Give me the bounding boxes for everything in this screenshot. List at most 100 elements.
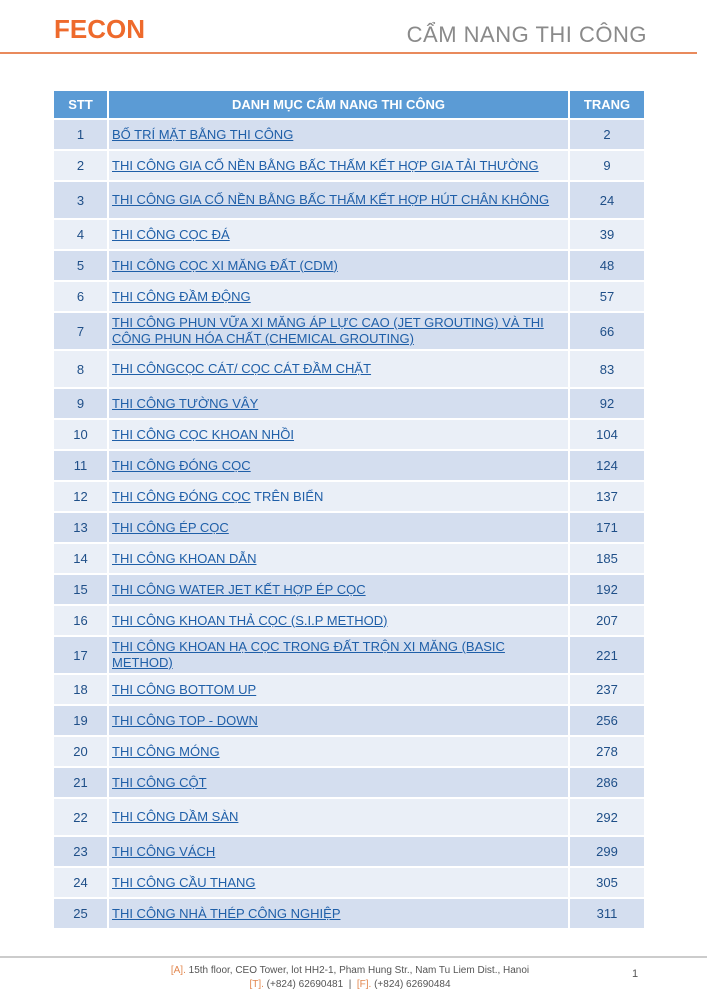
- row-stt: 9: [54, 389, 107, 418]
- row-title-cell: THI CÔNG GIA CỐ NỀN BẰNG BẤC THẤM KẾT HỢ…: [109, 151, 568, 180]
- row-page: 83: [570, 351, 644, 387]
- row-stt: 25: [54, 899, 107, 928]
- table-row: 11 THI CÔNG ĐÓNG CỌC 124: [54, 451, 644, 480]
- footer: [A]. 15th floor, CEO Tower, lot HH2-1, P…: [150, 964, 550, 992]
- row-stt: 1: [54, 120, 107, 149]
- toc-link[interactable]: THI CÔNG NHÀ THÉP CÔNG NGHIỆP: [112, 905, 341, 921]
- row-page: 48: [570, 251, 644, 280]
- toc-link[interactable]: THI CÔNG TƯỜNG VÂY: [112, 395, 259, 411]
- table-row: 25 THI CÔNG NHÀ THÉP CÔNG NGHIỆP 311: [54, 899, 644, 928]
- row-stt: 6: [54, 282, 107, 311]
- row-page: 104: [570, 420, 644, 449]
- toc-link[interactable]: THI CÔNG VÁCH: [112, 843, 216, 859]
- row-title-cell: THI CÔNG KHOAN THẢ CỌC (S.I.P METHOD): [109, 606, 568, 635]
- row-page: 192: [570, 575, 644, 604]
- toc-link[interactable]: THI CÔNG CẦU THANG: [112, 874, 256, 890]
- col-header-title: DANH MỤC CẨM NANG THI CÔNG: [109, 91, 568, 118]
- row-title-cell: THI CÔNG ĐẦM ĐỘNG: [109, 282, 568, 311]
- row-title-cell: THI CÔNG PHUN VỮA XI MĂNG ÁP LỰC CAO (JE…: [109, 313, 568, 349]
- table-row: 5 THI CÔNG CỌC XI MĂNG ĐẤT (CDM) 48: [54, 251, 644, 280]
- row-stt: 22: [54, 799, 107, 835]
- toc-link[interactable]: THI CÔNG ĐẦM ĐỘNG: [112, 288, 251, 304]
- row-title-cell: THI CÔNG CỌC XI MĂNG ĐẤT (CDM): [109, 251, 568, 280]
- row-stt: 13: [54, 513, 107, 542]
- toc-link[interactable]: BỐ TRÍ MẶT BẰNG THI CÔNG: [112, 126, 294, 142]
- table-row: 12 THI CÔNG ĐÓNG CỌC TRÊN BIỂN 137: [54, 482, 644, 511]
- row-title-cell: THI CÔNG MÓNG: [109, 737, 568, 766]
- toc-link[interactable]: THI CÔNG MÓNG: [112, 743, 220, 759]
- toc-link[interactable]: THI CÔNG TOP - DOWN: [112, 712, 258, 728]
- toc-link[interactable]: THI CÔNG CỌC ĐÁ: [112, 226, 230, 242]
- row-title-cell: THI CÔNG TOP - DOWN: [109, 706, 568, 735]
- row-title-cell: THI CÔNG CỌC KHOAN NHỒI: [109, 420, 568, 449]
- row-page: 185: [570, 544, 644, 573]
- row-title-cell: THI CÔNG VÁCH: [109, 837, 568, 866]
- toc-link[interactable]: THI CÔNG ĐÓNG CỌC: [112, 457, 251, 473]
- toc-link[interactable]: THI CÔNG BOTTOM UP: [112, 681, 257, 697]
- col-header-page: TRANG: [570, 91, 644, 118]
- toc-link[interactable]: THI CÔNGCỌC CÁT/ CỌC CÁT ĐẦM CHẶT: [112, 361, 372, 376]
- header-divider: [0, 52, 697, 54]
- row-title-cell: THI CÔNG ÉP CỌC: [109, 513, 568, 542]
- row-stt: 5: [54, 251, 107, 280]
- row-title-cell: THI CÔNG NHÀ THÉP CÔNG NGHIỆP: [109, 899, 568, 928]
- row-title-cell: THI CÔNG KHOAN HẠ CỌC TRONG ĐẤT TRỘN XI …: [109, 637, 568, 673]
- toc-link[interactable]: THI CÔNG CỌC XI MĂNG ĐẤT (CDM): [112, 257, 338, 273]
- tel: (+824) 62690481: [263, 979, 344, 990]
- table-row: 1 BỐ TRÍ MẶT BẰNG THI CÔNG 2: [54, 120, 644, 149]
- toc-link[interactable]: THI CÔNG KHOAN THẢ CỌC (S.I.P METHOD): [112, 612, 388, 628]
- fax-label: [F].: [356, 979, 372, 990]
- footer-divider: [0, 956, 707, 958]
- row-page: 39: [570, 220, 644, 249]
- table-row: 7 THI CÔNG PHUN VỮA XI MĂNG ÁP LỰC CAO (J…: [54, 313, 644, 349]
- row-stt: 14: [54, 544, 107, 573]
- table-row: 16 THI CÔNG KHOAN THẢ CỌC (S.I.P METHOD) 2…: [54, 606, 644, 635]
- row-title-cell: THI CÔNG BOTTOM UP: [109, 675, 568, 704]
- tel-label: [T].: [249, 979, 264, 990]
- table-row: 20 THI CÔNG MÓNG 278: [54, 737, 644, 766]
- row-stt: 17: [54, 637, 107, 673]
- row-page: 171: [570, 513, 644, 542]
- toc-link[interactable]: THI CÔNG GIA CỐ NỀN BẰNG BẤC THẤM KẾT HỢ…: [112, 192, 550, 207]
- row-title-cell: BỐ TRÍ MẶT BẰNG THI CÔNG: [109, 120, 568, 149]
- row-page: 57: [570, 282, 644, 311]
- table-row: 14 THI CÔNG KHOAN DẪN 185: [54, 544, 644, 573]
- table-row: 24 THI CÔNG CẦU THANG 305: [54, 868, 644, 897]
- toc-table: STT DANH MỤC CẨM NANG THI CÔNG TRANG 1 BỐ…: [52, 89, 646, 930]
- toc-link[interactable]: THI CÔNG CỌC KHOAN NHỒI: [112, 426, 295, 442]
- table-row: 18 THI CÔNG BOTTOM UP 237: [54, 675, 644, 704]
- row-page: 256: [570, 706, 644, 735]
- row-page: 207: [570, 606, 644, 635]
- toc-link[interactable]: THI CÔNG ÉP CỌC: [112, 519, 229, 535]
- toc-link[interactable]: THI CÔNG GIA CỐ NỀN BẰNG BẤC THẤM KẾT HỢ…: [112, 157, 539, 173]
- row-stt: 24: [54, 868, 107, 897]
- row-stt: 10: [54, 420, 107, 449]
- row-title-cell: THI CÔNG CỌC ĐÁ: [109, 220, 568, 249]
- row-stt: 21: [54, 768, 107, 797]
- row-title-cell: THI CÔNG GIA CỐ NỀN BẰNG BẤC THẤM KẾT HỢ…: [109, 182, 568, 218]
- row-page: 66: [570, 313, 644, 349]
- row-title-cell: THI CÔNG ĐÓNG CỌC TRÊN BIỂN: [109, 482, 568, 511]
- toc-link[interactable]: THI CÔNG WATER JET KẾT HỢP ÉP CỌC: [112, 581, 366, 597]
- row-page: 292: [570, 799, 644, 835]
- row-stt: 2: [54, 151, 107, 180]
- row-page: 2: [570, 120, 644, 149]
- toc-link[interactable]: THI CÔNG ĐÓNG CỌC: [112, 488, 251, 504]
- row-page: 124: [570, 451, 644, 480]
- row-title-cell: THI CÔNGCỌC CÁT/ CỌC CÁT ĐẦM CHẶT: [109, 351, 568, 387]
- row-stt: 23: [54, 837, 107, 866]
- table-row: 23 THI CÔNG VÁCH 299: [54, 837, 644, 866]
- row-stt: 3: [54, 182, 107, 218]
- fax: (+824) 62690484: [371, 979, 451, 990]
- toc-link[interactable]: THI CÔNG KHOAN DẪN: [112, 550, 257, 566]
- toc-link[interactable]: THI CÔNG CỘT: [112, 774, 207, 790]
- separator: |: [343, 979, 357, 990]
- table-row: 2 THI CÔNG GIA CỐ NỀN BẰNG BẤC THẤM KẾT H…: [54, 151, 644, 180]
- table-row: 21 THI CÔNG CỘT 286: [54, 768, 644, 797]
- toc-link[interactable]: THI CÔNG KHOAN HẠ CỌC TRONG ĐẤT TRỘN XI …: [112, 639, 505, 670]
- toc-link[interactable]: THI CÔNG PHUN VỮA XI MĂNG ÁP LỰC CAO (JE…: [112, 315, 544, 346]
- table-row: 8 THI CÔNGCỌC CÁT/ CỌC CÁT ĐẦM CHẶT 83: [54, 351, 644, 387]
- toc-link[interactable]: THI CÔNG DẦM SÀN: [112, 809, 239, 824]
- table-row: 4 THI CÔNG CỌC ĐÁ 39: [54, 220, 644, 249]
